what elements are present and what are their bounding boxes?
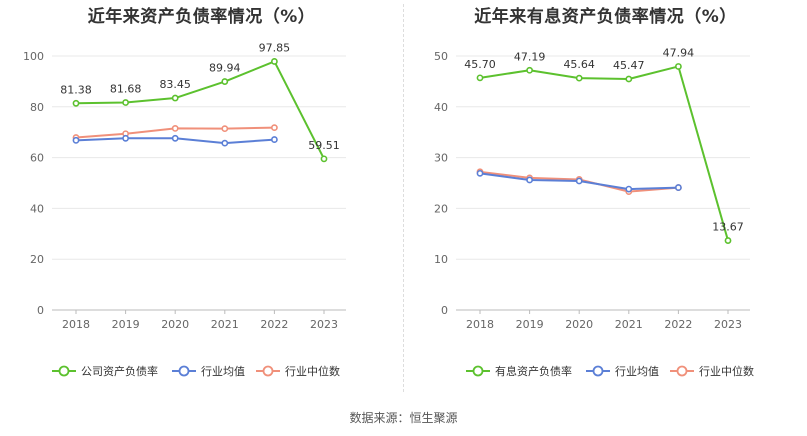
x-tick-label: 2020 bbox=[161, 318, 189, 331]
data-point bbox=[270, 58, 278, 65]
data-point bbox=[221, 78, 229, 85]
data-point bbox=[72, 136, 80, 144]
legend-marker bbox=[676, 365, 688, 377]
y-tick-label: 40 bbox=[434, 101, 448, 114]
data-point bbox=[724, 237, 732, 244]
data-point bbox=[122, 134, 129, 142]
left-chart-panel: 近年来资产负债率情况（%） 0 20 40 60 80 100 2018 2019 2020 20… bbox=[0, 0, 403, 400]
series-line bbox=[75, 60, 325, 160]
data-label: 83.45 bbox=[159, 78, 191, 91]
x-tick-label: 2019 bbox=[112, 318, 140, 331]
x-tick-label: 2021 bbox=[211, 318, 239, 331]
data-point bbox=[72, 99, 80, 107]
data-point bbox=[320, 155, 328, 163]
data-label: 81.68 bbox=[110, 83, 142, 96]
data-point bbox=[476, 74, 484, 82]
y-tick-label: 30 bbox=[434, 152, 448, 165]
data-point bbox=[575, 177, 583, 185]
data-point bbox=[674, 63, 682, 70]
data-point bbox=[270, 136, 278, 143]
data-label: 89.94 bbox=[209, 62, 241, 75]
data-label: 45.47 bbox=[613, 59, 645, 72]
legend-label: 行业均值 bbox=[201, 365, 245, 378]
data-point bbox=[221, 125, 229, 133]
y-tick-label: 100 bbox=[23, 50, 44, 63]
y-tick-label: 40 bbox=[30, 202, 44, 215]
data-point bbox=[575, 74, 583, 82]
data-label: 13.67 bbox=[712, 221, 744, 234]
legend-label: 行业均值 bbox=[615, 365, 659, 378]
data-label: 45.64 bbox=[563, 58, 595, 71]
data-point bbox=[674, 184, 682, 191]
data-point bbox=[526, 66, 533, 74]
right-chart-panel: 近年来有息资产负债率情况（%） 0 10 20 30 40 50 2018 2019 2020 2… bbox=[404, 0, 807, 400]
data-point bbox=[221, 139, 229, 147]
x-tick-label: 2023 bbox=[714, 318, 742, 331]
y-tick-label: 20 bbox=[434, 202, 448, 215]
y-tick-label: 80 bbox=[30, 101, 44, 114]
y-tick-label: 0 bbox=[441, 304, 448, 317]
legend-marker bbox=[58, 365, 70, 377]
legend-label: 行业中位数 bbox=[699, 364, 754, 378]
legend-marker bbox=[472, 365, 484, 377]
y-tick-label: 60 bbox=[30, 152, 44, 165]
x-tick-label: 2019 bbox=[516, 318, 544, 331]
data-point bbox=[526, 176, 533, 184]
x-tick-label: 2023 bbox=[310, 318, 338, 331]
data-point bbox=[625, 75, 633, 83]
y-tick-label: 50 bbox=[434, 50, 448, 63]
panel-divider bbox=[403, 4, 404, 392]
right-chart-svg: 0 10 20 30 40 50 2018 2019 2020 2021 2022 2023 45.70… bbox=[434, 46, 754, 378]
data-label: 45.70 bbox=[464, 58, 496, 71]
x-tick-label: 2018 bbox=[466, 318, 494, 331]
data-point bbox=[476, 169, 484, 177]
data-point bbox=[171, 124, 179, 132]
data-label: 59.51 bbox=[308, 139, 340, 152]
y-tick-label: 20 bbox=[30, 253, 44, 266]
legend-label: 公司资产负债率 bbox=[81, 364, 158, 378]
data-label: 97.85 bbox=[259, 41, 291, 54]
left-chart-title: 近年来资产负债率情况（%） bbox=[87, 7, 316, 27]
data-label: 47.94 bbox=[663, 46, 695, 59]
legend-marker bbox=[178, 365, 190, 377]
legend-label: 行业中位数 bbox=[285, 364, 340, 378]
x-tick-label: 2018 bbox=[62, 318, 90, 331]
series-line bbox=[479, 65, 729, 241]
data-label: 81.38 bbox=[60, 83, 92, 96]
legend-label: 有息资产负债率 bbox=[495, 364, 572, 378]
legend-marker bbox=[592, 365, 604, 377]
legend-marker bbox=[262, 365, 274, 377]
x-tick-label: 2022 bbox=[664, 318, 692, 331]
left-chart-svg: 0 20 40 60 80 100 2018 2019 2020 2021 2022 2023 81.3… bbox=[23, 41, 346, 378]
data-point bbox=[625, 185, 633, 193]
y-tick-label: 0 bbox=[37, 304, 44, 317]
y-tick-label: 10 bbox=[434, 253, 448, 266]
data-label: 47.19 bbox=[514, 50, 546, 63]
data-point bbox=[171, 94, 179, 102]
right-chart-title: 近年来有息资产负债率情况（%） bbox=[474, 7, 737, 27]
data-source-note: 数据来源：恒生聚源 bbox=[349, 411, 458, 425]
x-tick-label: 2020 bbox=[565, 318, 593, 331]
data-point bbox=[171, 134, 179, 142]
data-point bbox=[270, 124, 278, 132]
data-point bbox=[122, 99, 129, 106]
x-tick-label: 2021 bbox=[615, 318, 643, 331]
x-tick-label: 2022 bbox=[260, 318, 288, 331]
